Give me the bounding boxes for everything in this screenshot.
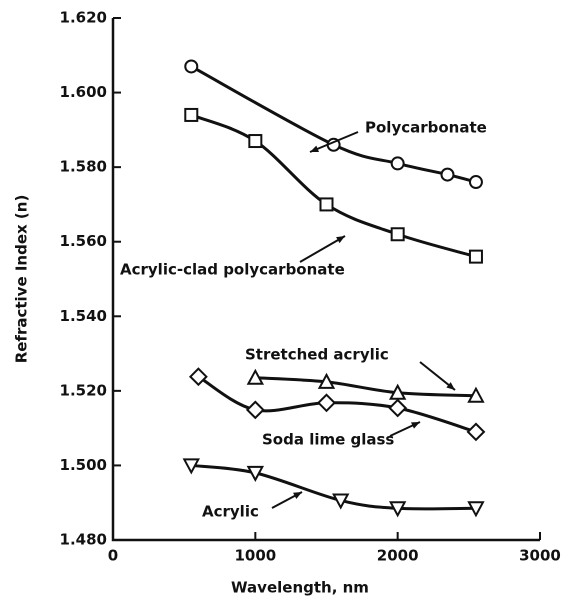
series-label: Polycarbonate xyxy=(365,119,487,137)
series-curve xyxy=(255,376,477,398)
point xyxy=(184,59,199,74)
series-label: Stretched acrylic xyxy=(245,346,389,364)
point xyxy=(317,393,336,413)
point xyxy=(466,422,486,442)
point xyxy=(317,372,336,389)
arrow-head xyxy=(336,236,345,244)
label-arrow xyxy=(299,235,346,263)
arrow-head xyxy=(293,492,302,499)
series-label: Acrylic xyxy=(202,503,259,521)
x-axis-label: Wavelength, nm xyxy=(231,579,369,597)
y-tick-label: 1.540 xyxy=(60,307,107,325)
y-tick-label: 1.580 xyxy=(60,158,107,176)
arrow-head xyxy=(411,422,420,429)
point xyxy=(468,249,483,264)
y-tick-label: 1.480 xyxy=(60,531,107,549)
x-tick-label: 3000 xyxy=(519,547,561,565)
point xyxy=(388,501,407,518)
y-tick-label: 1.620 xyxy=(60,9,107,27)
point xyxy=(390,227,405,242)
point xyxy=(390,156,405,171)
y-tick-label: 1.500 xyxy=(60,456,107,474)
point xyxy=(332,493,350,510)
x-tick-label: 0 xyxy=(108,547,118,565)
x-tick-label: 2000 xyxy=(377,547,419,565)
series-label: Acrylic-clad polycarbonate xyxy=(120,261,345,279)
point xyxy=(246,368,265,385)
y-tick-label: 1.600 xyxy=(60,83,107,101)
arrow-head xyxy=(446,382,455,390)
x-tick-label: 1000 xyxy=(234,547,276,565)
point xyxy=(188,367,208,387)
point xyxy=(246,465,265,482)
series-curve xyxy=(197,375,477,434)
y-tick-label: 1.520 xyxy=(60,381,107,399)
label-arrow xyxy=(309,131,359,153)
axes xyxy=(111,18,540,542)
point xyxy=(468,175,483,190)
point xyxy=(440,167,455,182)
y-tick-label: 1.560 xyxy=(60,232,107,250)
series-label: Soda lime glass xyxy=(262,431,394,449)
point xyxy=(182,458,200,475)
point xyxy=(467,501,485,518)
point xyxy=(388,398,408,418)
point xyxy=(467,386,485,403)
point xyxy=(245,400,265,420)
point xyxy=(184,107,199,122)
y-axis-label: Refractive Index (n) xyxy=(13,195,31,364)
point xyxy=(319,197,334,212)
point xyxy=(248,134,263,149)
arrow-head xyxy=(310,145,319,153)
